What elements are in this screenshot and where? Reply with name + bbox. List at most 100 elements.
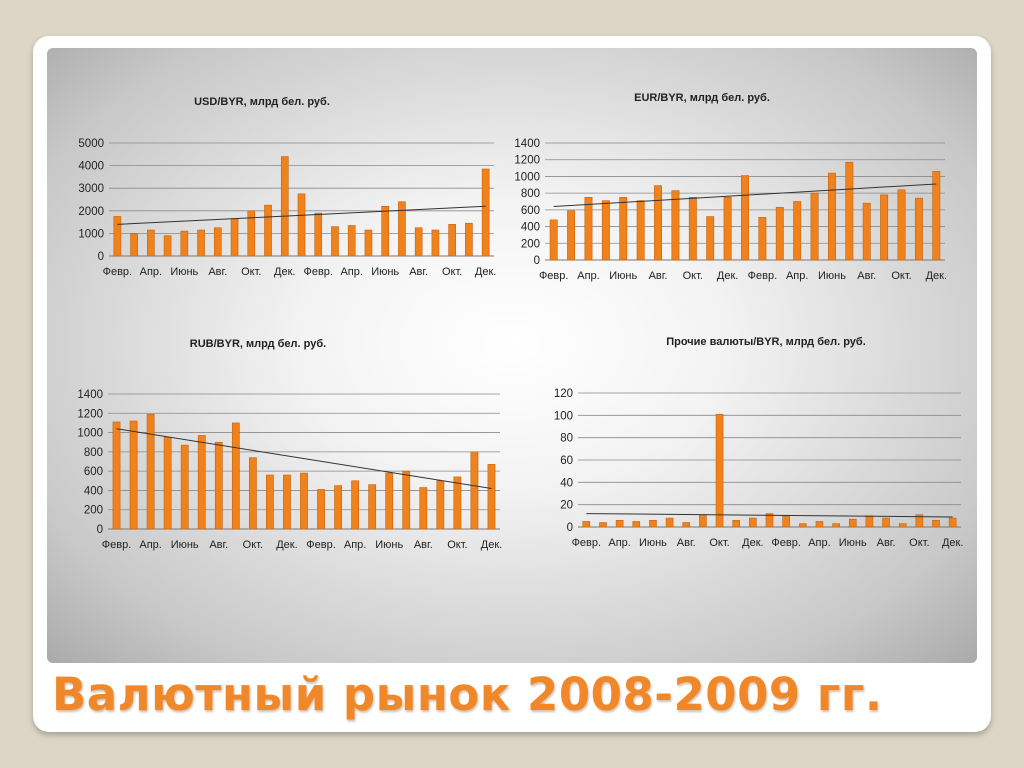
bar-1-18 (862, 202, 871, 261)
bar-3-2 (615, 519, 624, 528)
bar-2-19 (436, 480, 445, 530)
x-tick-label: Дек. (276, 539, 297, 551)
y-tick-label: 40 (560, 477, 573, 489)
bar-2-12 (317, 489, 325, 530)
y-tick-label: 200 (521, 238, 540, 250)
x-tick-label: Дек. (942, 537, 963, 549)
bar-2-0 (112, 421, 121, 530)
bar-0-16 (381, 205, 390, 257)
y-tick-label: 800 (521, 188, 540, 200)
bar-2-6 (214, 441, 223, 530)
y-tick-label: 60 (560, 455, 573, 467)
x-tick-label: Авг. (409, 266, 428, 278)
bar-1-4 (619, 197, 628, 261)
y-tick-label: 80 (560, 433, 573, 445)
x-tick-label: Февр. (748, 270, 778, 282)
x-tick-label: Дек. (742, 537, 763, 549)
x-tick-label: Июнь (371, 266, 399, 278)
bar-1-5 (636, 200, 645, 261)
bar-2-7 (231, 422, 240, 530)
bar-2-9 (266, 474, 274, 530)
x-tick-label: Авг. (414, 539, 433, 551)
bar-0-11 (297, 193, 306, 257)
bar-3-11 (765, 513, 774, 528)
x-tick-label: Июнь (375, 539, 403, 551)
bar-2-11 (300, 472, 308, 530)
bar-1-12 (758, 217, 767, 261)
x-tick-label: Авг. (208, 266, 227, 278)
bar-3-18 (882, 517, 890, 528)
bar-2-15 (368, 484, 377, 530)
bar-2-5 (197, 435, 206, 530)
y-tick-label: 1200 (77, 408, 103, 420)
bar-3-15 (832, 523, 840, 528)
bar-1-15 (810, 192, 819, 261)
x-tick-label: Авг. (677, 537, 696, 549)
trend-line (117, 205, 486, 225)
x-tick-label: Окт. (909, 537, 929, 549)
bar-2-22 (487, 464, 496, 530)
y-tick-label: 0 (98, 251, 104, 263)
bar-2-16 (385, 472, 394, 530)
bar-3-6 (682, 522, 691, 528)
bar-3-9 (732, 519, 740, 528)
bar-1-21 (914, 197, 923, 261)
bar-1-17 (845, 161, 854, 261)
bar-1-7 (671, 190, 680, 261)
x-tick-label: Окт. (709, 537, 729, 549)
bar-2-14 (351, 480, 360, 530)
bar-0-12 (314, 212, 323, 257)
x-tick-label: Февр. (102, 539, 132, 551)
x-tick-label: Апр. (140, 266, 162, 278)
bar-3-20 (915, 514, 924, 528)
x-tick-label: Апр. (340, 266, 362, 278)
bar-3-7 (699, 514, 707, 528)
bar-2-3 (163, 437, 172, 530)
x-tick-label: Дек. (481, 539, 502, 551)
y-tick-label: 600 (521, 205, 540, 217)
chart-title: RUB/BYR, млрд бел. руб. (190, 338, 326, 350)
x-tick-label: Февр. (303, 266, 333, 278)
y-tick-label: 120 (554, 388, 573, 400)
x-tick-label: Окт. (683, 270, 703, 282)
x-tick-label: Окт. (442, 266, 462, 278)
y-tick-label: 4000 (78, 161, 104, 173)
bar-2-8 (248, 457, 257, 530)
y-tick-label: 1400 (77, 389, 103, 401)
bar-2-17 (402, 470, 411, 530)
x-tick-label: Окт. (891, 270, 911, 282)
bar-1-3 (601, 200, 610, 261)
y-tick-label: 800 (84, 447, 103, 459)
x-tick-label: Апр. (577, 270, 599, 282)
bar-1-16 (828, 172, 836, 261)
y-tick-label: 5000 (78, 138, 104, 150)
x-tick-label: Июнь (639, 537, 667, 549)
x-tick-label: Июнь (609, 270, 637, 282)
bar-3-4 (649, 519, 657, 528)
bar-1-20 (897, 189, 906, 261)
bar-0-14 (347, 225, 356, 257)
bar-0-6 (213, 227, 222, 257)
x-tick-label: Окт. (447, 539, 467, 551)
y-tick-label: 400 (84, 485, 103, 497)
y-tick-label: 1000 (78, 228, 104, 240)
x-tick-label: Окт. (243, 539, 263, 551)
x-tick-label: Апр. (786, 270, 808, 282)
trend-line (553, 183, 937, 208)
slide-title: Валютный рынок 2008-2009 гг. (52, 668, 883, 721)
bar-0-3 (163, 235, 172, 257)
x-tick-label: Июнь (818, 270, 846, 282)
y-tick-label: 400 (521, 222, 540, 234)
y-tick-label: 1000 (77, 428, 103, 440)
x-tick-label: Февр. (771, 537, 801, 549)
bar-3-12 (782, 515, 790, 528)
bar-0-7 (230, 218, 239, 257)
x-tick-label: Июнь (171, 539, 199, 551)
bar-3-10 (749, 517, 757, 528)
y-tick-label: 0 (567, 522, 573, 534)
bar-0-1 (130, 233, 138, 257)
x-tick-label: Апр. (344, 539, 366, 551)
bar-3-16 (848, 518, 857, 528)
x-tick-label: Авг. (877, 537, 896, 549)
x-tick-label: Июнь (170, 266, 198, 278)
